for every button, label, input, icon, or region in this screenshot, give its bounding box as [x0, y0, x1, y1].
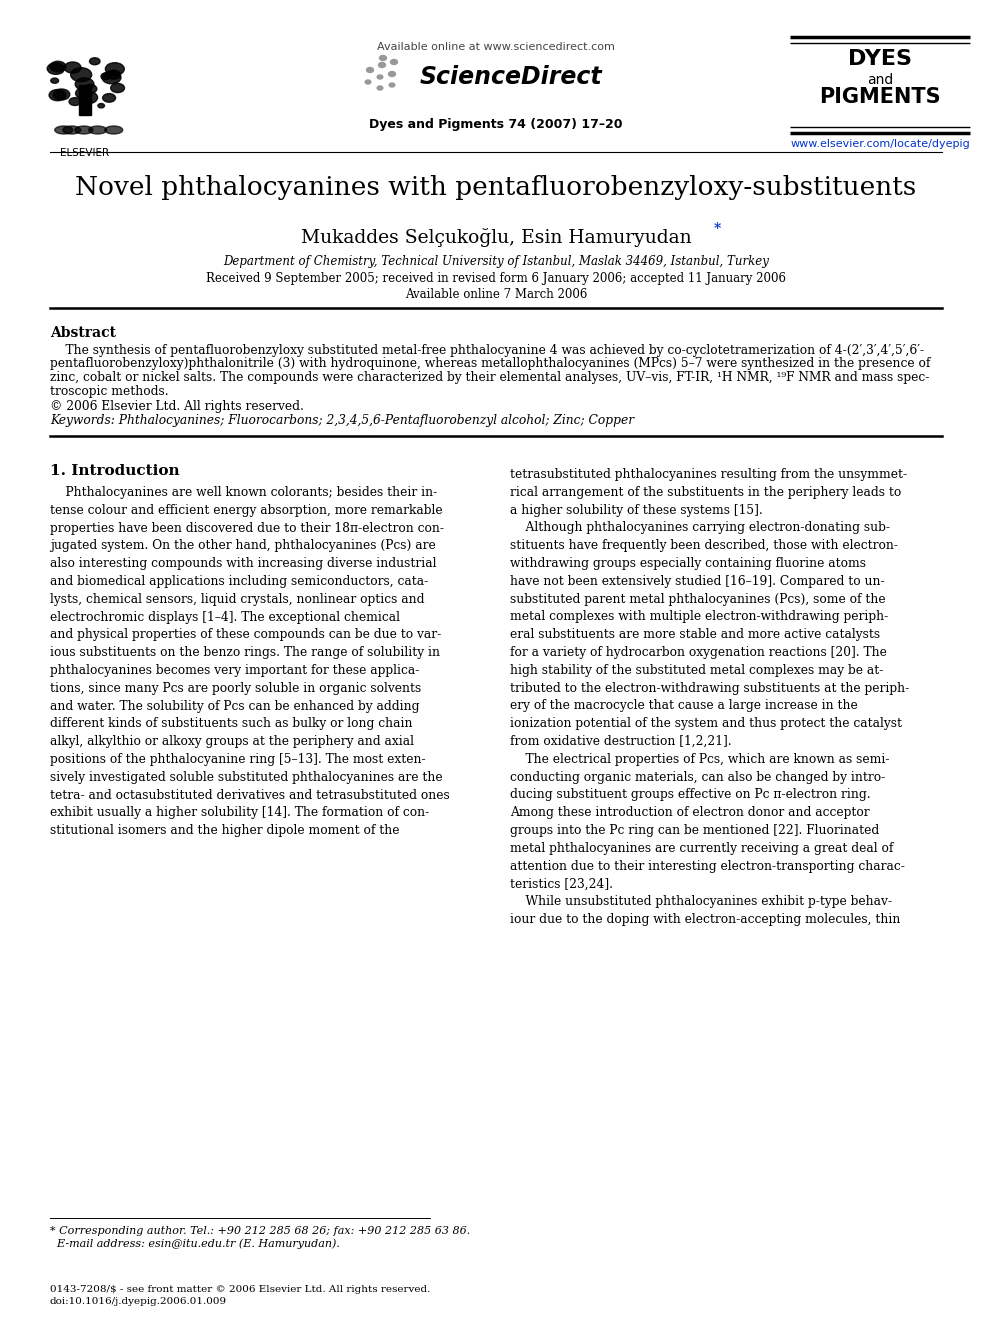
Ellipse shape [102, 94, 116, 102]
Ellipse shape [389, 71, 396, 77]
Ellipse shape [69, 98, 81, 106]
Ellipse shape [377, 75, 383, 79]
Text: Novel phthalocyanines with pentafluorobenzyloxy-substituents: Novel phthalocyanines with pentafluorobe… [75, 175, 917, 200]
Text: troscopic methods.: troscopic methods. [50, 385, 169, 397]
Ellipse shape [102, 71, 121, 83]
Text: E-mail address: esin@itu.edu.tr (E. Hamuryudan).: E-mail address: esin@itu.edu.tr (E. Hamu… [50, 1238, 340, 1249]
Ellipse shape [379, 62, 386, 67]
Ellipse shape [111, 83, 125, 93]
Text: tetrasubstituted phthalocyanines resulting from the unsymmet-
rical arrangement : tetrasubstituted phthalocyanines resulti… [510, 468, 910, 926]
Text: Available online 7 March 2006: Available online 7 March 2006 [405, 288, 587, 302]
Ellipse shape [380, 56, 387, 61]
Text: and: and [867, 73, 893, 87]
Ellipse shape [75, 78, 94, 90]
Ellipse shape [62, 126, 80, 134]
Text: Phthalocyanines are well known colorants; besides their in-
tense colour and eff: Phthalocyanines are well known colorants… [50, 486, 449, 837]
Text: Abstract: Abstract [50, 325, 116, 340]
Ellipse shape [105, 62, 124, 75]
Ellipse shape [79, 91, 97, 103]
Ellipse shape [98, 103, 104, 108]
Ellipse shape [54, 89, 69, 101]
Ellipse shape [101, 73, 111, 79]
Text: Department of Chemistry, Technical University of Istanbul, Maslak 34469, Istanbu: Department of Chemistry, Technical Unive… [223, 255, 769, 269]
Ellipse shape [64, 62, 81, 73]
Ellipse shape [48, 64, 64, 74]
Ellipse shape [366, 67, 374, 73]
Ellipse shape [365, 79, 371, 83]
Ellipse shape [89, 58, 100, 65]
Text: *: * [714, 222, 721, 235]
Text: doi:10.1016/j.dyepig.2006.01.009: doi:10.1016/j.dyepig.2006.01.009 [50, 1297, 227, 1306]
Ellipse shape [74, 126, 93, 134]
Text: Available online at www.sciencedirect.com: Available online at www.sciencedirect.co… [377, 42, 615, 52]
Ellipse shape [50, 61, 65, 71]
Ellipse shape [389, 83, 395, 87]
Text: * Corresponding author. Tel.: +90 212 285 68 26; fax: +90 212 285 63 86.: * Corresponding author. Tel.: +90 212 28… [50, 1226, 470, 1236]
Text: ELSEVIER: ELSEVIER [61, 148, 109, 157]
Ellipse shape [49, 90, 65, 101]
Text: © 2006 Elsevier Ltd. All rights reserved.: © 2006 Elsevier Ltd. All rights reserved… [50, 400, 304, 413]
Text: pentafluorobenzyloxy)phthalonitrile (3) with hydroquinone, whereas metallophthal: pentafluorobenzyloxy)phthalonitrile (3) … [50, 357, 930, 370]
Ellipse shape [75, 87, 92, 99]
Text: DYES: DYES [848, 49, 912, 69]
Text: 1. Introduction: 1. Introduction [50, 464, 180, 478]
Text: zinc, cobalt or nickel salts. The compounds were characterized by their elementa: zinc, cobalt or nickel salts. The compou… [50, 370, 930, 384]
Ellipse shape [377, 86, 383, 90]
Ellipse shape [55, 126, 72, 134]
Ellipse shape [107, 70, 120, 79]
Ellipse shape [391, 60, 398, 65]
Text: Keywords: Phthalocyanines; Fluorocarbons; 2,3,4,5,6-Pentafluorobenzyl alcohol; Z: Keywords: Phthalocyanines; Fluorocarbons… [50, 414, 634, 427]
Ellipse shape [83, 85, 97, 94]
Bar [79, 85, 91, 115]
Ellipse shape [105, 126, 123, 134]
Ellipse shape [51, 78, 59, 83]
Text: Mukaddes Selçukoğlu, Esin Hamuryudan: Mukaddes Selçukoğlu, Esin Hamuryudan [301, 228, 691, 247]
Text: www.elsevier.com/locate/dyepig: www.elsevier.com/locate/dyepig [790, 139, 970, 149]
Text: Received 9 September 2005; received in revised form 6 January 2006; accepted 11 : Received 9 September 2005; received in r… [206, 273, 786, 284]
Ellipse shape [70, 67, 91, 82]
Text: Dyes and Pigments 74 (2007) 17–20: Dyes and Pigments 74 (2007) 17–20 [369, 118, 623, 131]
Ellipse shape [88, 126, 107, 134]
Text: The synthesis of pentafluorobenzyloxy substituted metal-free phthalocyanine 4 wa: The synthesis of pentafluorobenzyloxy su… [50, 344, 925, 357]
Text: 0143-7208/$ - see front matter © 2006 Elsevier Ltd. All rights reserved.: 0143-7208/$ - see front matter © 2006 El… [50, 1285, 431, 1294]
Text: PIGMENTS: PIGMENTS [819, 87, 940, 107]
Text: ScienceDirect: ScienceDirect [420, 65, 602, 89]
